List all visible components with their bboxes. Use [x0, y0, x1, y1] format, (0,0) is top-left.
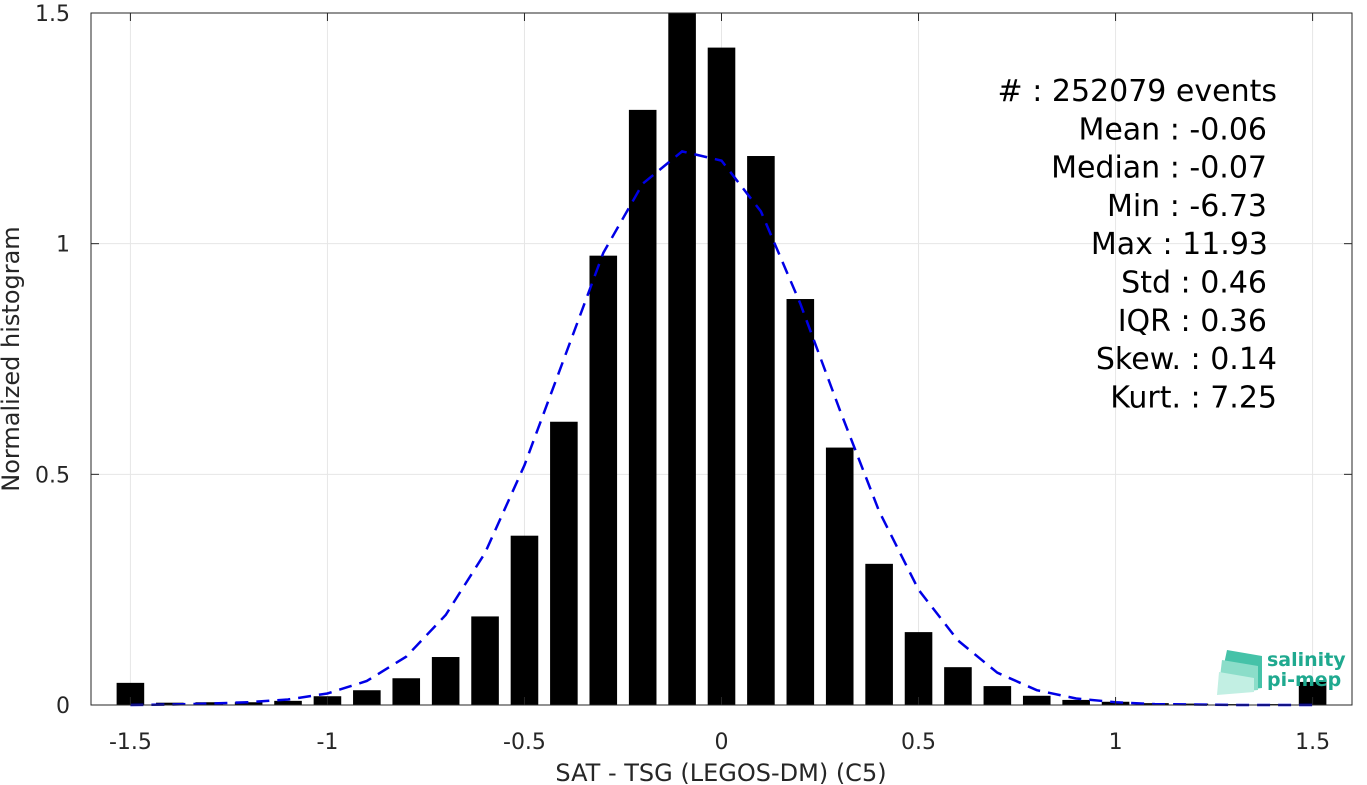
histogram-bars — [116, 13, 1327, 706]
histogram-bar — [471, 616, 499, 705]
logo-waves-icon — [1217, 650, 1262, 695]
y-axis-label: Normalized histogram — [0, 226, 25, 491]
histogram-bar — [431, 657, 460, 705]
statistics-line: Max : 11.93 — [1091, 227, 1268, 262]
histogram-bar — [116, 682, 145, 705]
y-tick-label: 1.5 — [35, 2, 70, 27]
y-tick-label: 0.5 — [35, 463, 70, 488]
statistics-line: Min : -6.73 — [1107, 189, 1267, 224]
histogram-bar — [904, 632, 933, 705]
histogram-bar — [707, 47, 736, 706]
histogram-bar — [628, 109, 657, 705]
histogram-bar — [865, 563, 893, 705]
x-axis-label: SAT - TSG (LEGOS-DM) (C5) — [555, 759, 886, 785]
histogram-bar — [353, 690, 381, 705]
histogram-bar — [1298, 681, 1327, 705]
statistics-line: Skew. : 0.14 — [1096, 342, 1277, 377]
histogram-bar — [668, 13, 696, 705]
histogram-bar — [786, 299, 815, 705]
salinity-pi-mep-logo: salinity pi-mep — [1217, 649, 1346, 695]
logo-text-pi-mep: pi-mep — [1267, 669, 1341, 691]
x-tick-label: -0.5 — [503, 730, 546, 755]
histogram-bar — [944, 667, 972, 705]
x-tick-label: 0.5 — [901, 730, 936, 755]
logo-text-salinity: salinity — [1267, 649, 1346, 671]
axis-ticks: -1.5 -1 -0.5 0 0.5 1 1.5 0 0.5 1 1.5 — [35, 2, 1352, 755]
histogram-bar — [234, 702, 263, 705]
histogram-bar — [825, 447, 854, 705]
x-tick-label: -1 — [316, 730, 338, 755]
histogram-bar — [195, 702, 224, 705]
histogram-bar — [274, 700, 302, 705]
statistics-line: Mean : -0.06 — [1078, 112, 1267, 147]
histogram-bar — [589, 255, 618, 706]
histogram-bar — [747, 156, 775, 706]
histogram-bar — [510, 535, 539, 705]
histogram-bar — [983, 686, 1012, 705]
x-tick-label: 1 — [1109, 730, 1123, 755]
histogram-bar — [550, 421, 578, 705]
statistics-line: Median : -0.07 — [1051, 151, 1267, 186]
x-tick-label: 1.5 — [1295, 730, 1330, 755]
histogram-bar — [392, 678, 421, 705]
x-tick-label: 0 — [715, 730, 729, 755]
y-tick-label: 1 — [56, 233, 70, 258]
statistics-line: IQR : 0.36 — [1118, 304, 1267, 339]
histogram-bar — [1062, 699, 1090, 705]
statistics-line: # : 252079 events — [998, 74, 1277, 109]
y-tick-label: 0 — [56, 694, 70, 719]
statistics-line: Std : 0.46 — [1121, 266, 1267, 301]
statistics-line: Kurt. : 7.25 — [1110, 380, 1277, 415]
histogram-bar — [156, 702, 184, 705]
x-tick-label: -1.5 — [109, 730, 152, 755]
histogram-bar — [1022, 695, 1051, 705]
